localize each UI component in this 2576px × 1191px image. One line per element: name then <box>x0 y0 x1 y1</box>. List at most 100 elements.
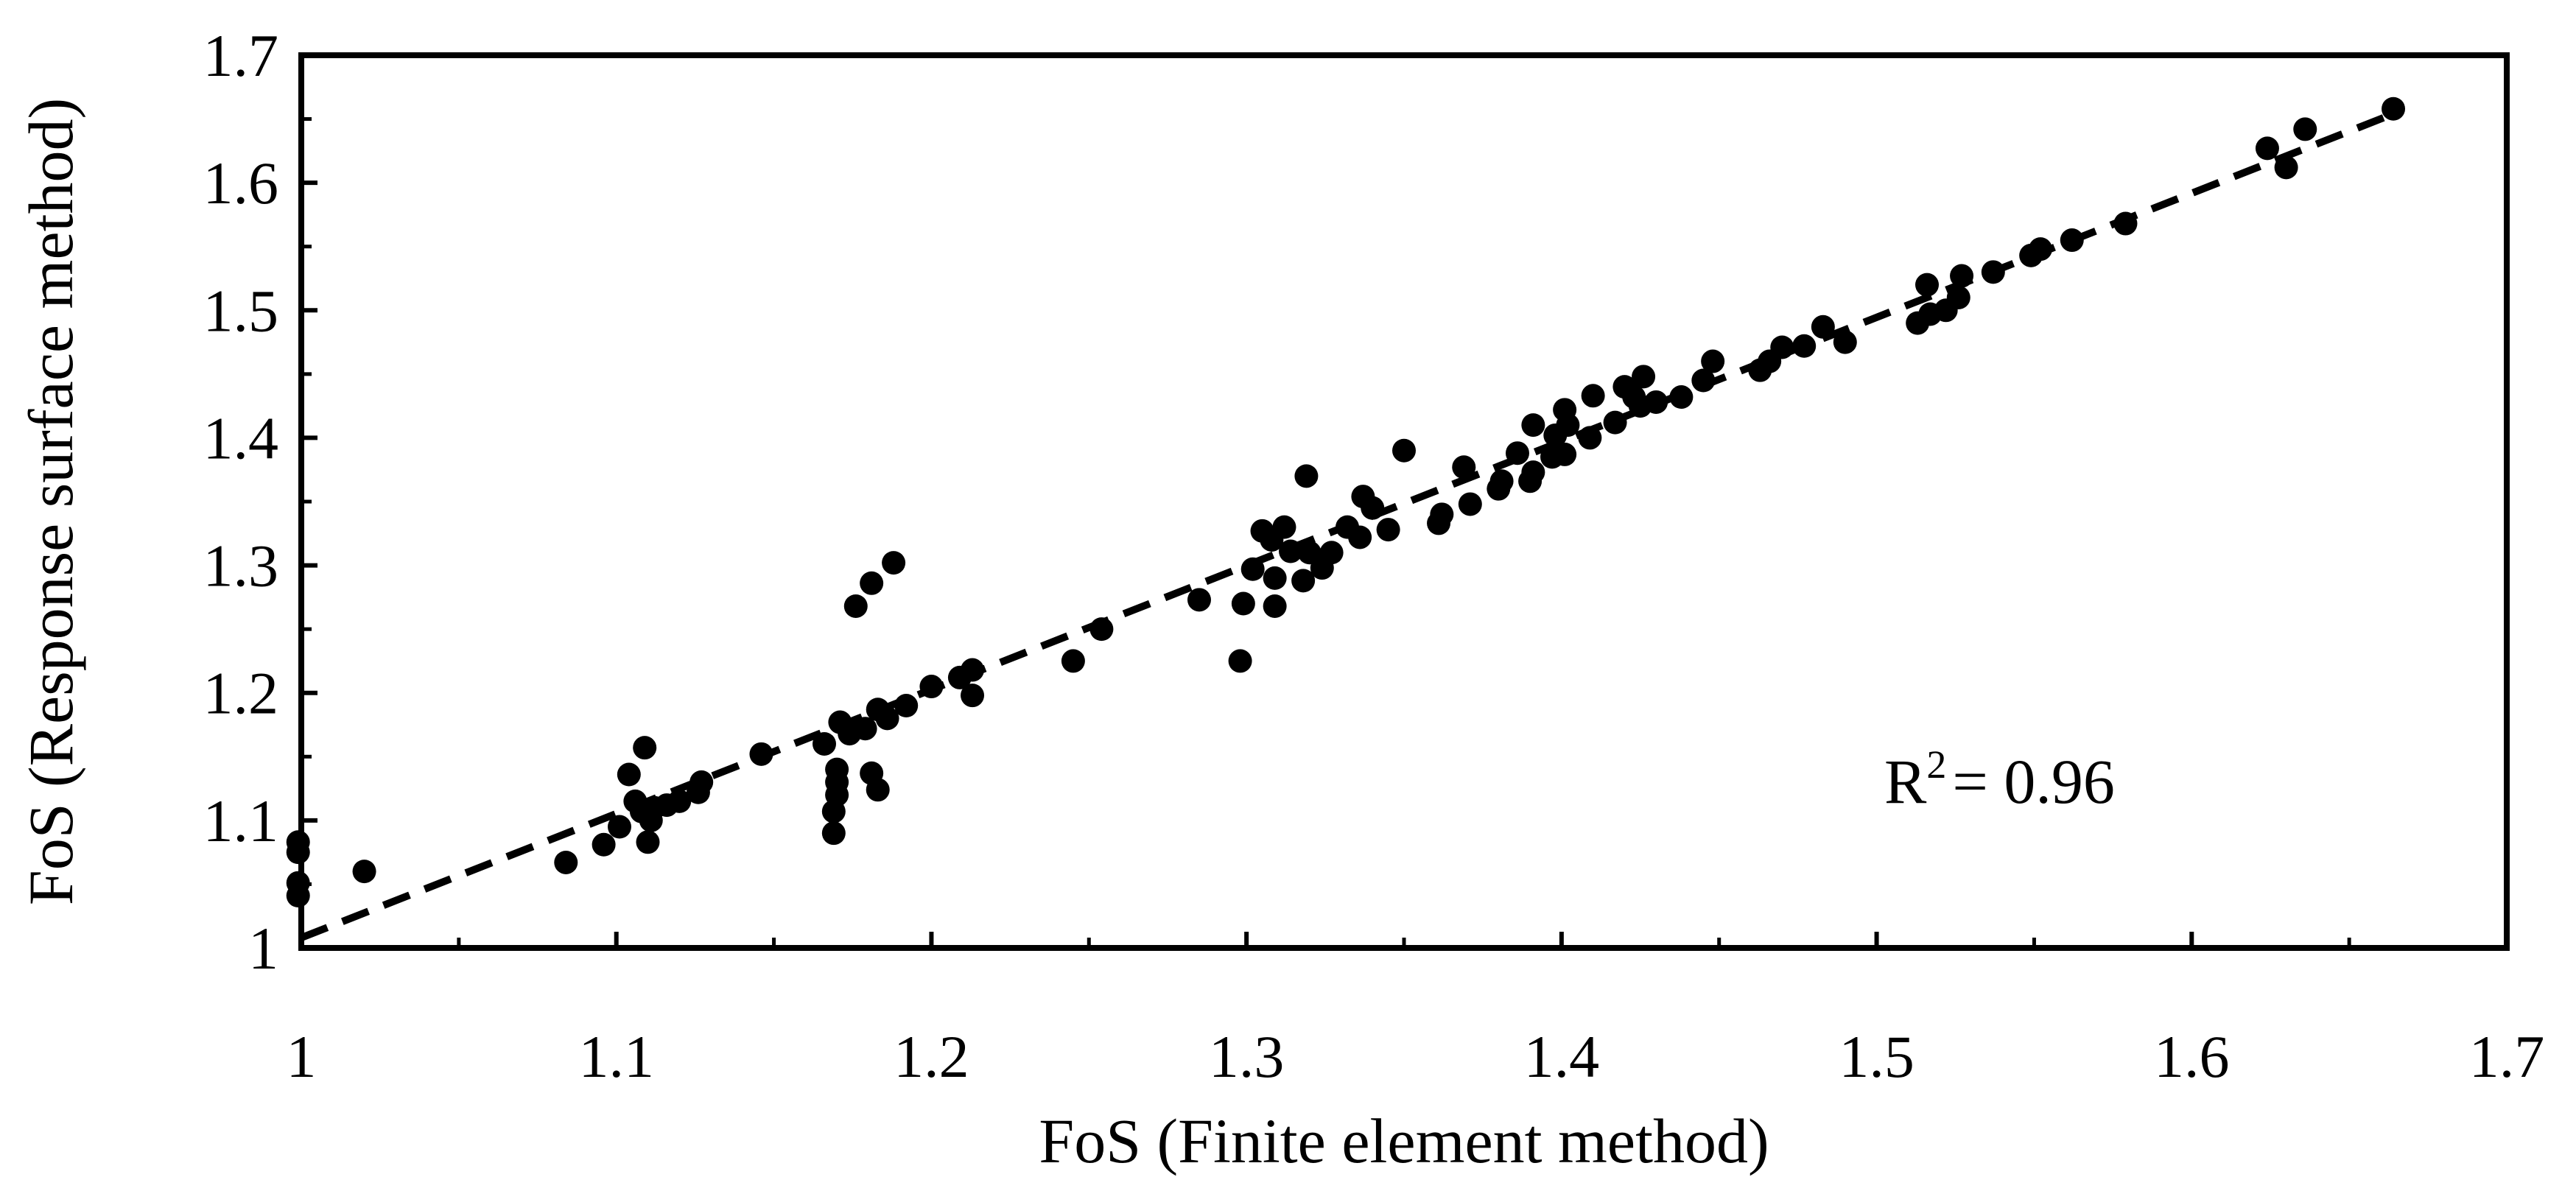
y-tick-label: 1 <box>248 915 278 982</box>
data-point <box>1603 410 1627 435</box>
data-point <box>1701 349 1725 373</box>
x-tick-label: 1.5 <box>1839 1023 1915 1090</box>
points-layer <box>286 96 2406 908</box>
data-point <box>1187 588 1211 612</box>
y-tick-label: 1.6 <box>203 150 279 217</box>
data-point <box>2255 136 2279 161</box>
data-point <box>961 658 985 682</box>
data-point <box>1430 502 1454 527</box>
data-point <box>2274 155 2298 180</box>
data-point <box>617 762 641 787</box>
data-point <box>875 706 899 731</box>
data-point <box>853 717 877 741</box>
data-point <box>821 821 846 846</box>
data-point <box>1452 455 1476 479</box>
y-tick-label: 1.5 <box>203 277 279 344</box>
data-point <box>1272 515 1296 539</box>
data-point <box>1578 426 1602 450</box>
y-tick-label: 1.4 <box>203 404 279 471</box>
data-point <box>1291 569 1316 593</box>
data-point <box>554 850 578 874</box>
data-point <box>1981 260 2005 284</box>
data-point <box>1770 335 1794 359</box>
data-point <box>1489 469 1514 493</box>
r-squared-superscript: 2 <box>1926 742 1946 787</box>
data-point <box>1553 442 1577 466</box>
ticks-layer <box>299 53 2509 950</box>
data-point <box>352 860 376 884</box>
data-point <box>1632 365 1656 389</box>
data-point <box>1376 518 1400 542</box>
data-point <box>749 742 773 766</box>
data-point <box>1691 368 1716 393</box>
data-point <box>1915 273 1940 297</box>
data-point <box>825 757 849 781</box>
data-point <box>1950 264 1974 288</box>
y-tick-label: 1.2 <box>203 660 279 727</box>
data-point <box>961 684 985 708</box>
data-point <box>860 571 884 595</box>
data-point <box>1361 496 1385 520</box>
data-point <box>2028 237 2052 261</box>
y-axis-title: FoS (Response surface method) <box>15 98 86 905</box>
data-point <box>1458 492 1482 516</box>
tick-labels-layer: 1 1.1 1.2 1.3 1.4 1.5 1.6 1.7 1 1.1 1.2 1.3 1.4 1.5 1.… <box>203 22 2545 1090</box>
data-point <box>689 770 714 794</box>
x-tick-label: 1.2 <box>894 1023 969 1090</box>
r-squared-label: R <box>1884 746 1927 817</box>
data-point <box>2113 211 2138 236</box>
x-tick-label: 1.3 <box>1209 1023 1285 1090</box>
x-tick-label: 1.7 <box>2469 1023 2545 1090</box>
data-point <box>1279 539 1303 563</box>
data-point <box>1521 460 1545 485</box>
data-point <box>1581 384 1605 408</box>
data-point <box>1505 441 1529 465</box>
data-point <box>2382 96 2406 121</box>
x-axis-title: FoS (Finite element method) <box>1039 1106 1769 1176</box>
data-point <box>286 840 310 865</box>
data-point <box>1294 464 1319 488</box>
data-point <box>1644 390 1668 414</box>
y-tick-label: 1.3 <box>203 533 279 600</box>
data-point <box>1263 566 1287 590</box>
y-tick-label: 1.7 <box>203 22 279 89</box>
data-point <box>813 731 837 756</box>
data-point <box>1231 591 1255 616</box>
x-tick-label: 1.4 <box>1524 1023 1600 1090</box>
r-squared-annotation: R2= 0.96 <box>1884 742 2115 817</box>
data-point <box>2060 228 2084 253</box>
data-point <box>1263 594 1287 618</box>
x-tick-label: 1.6 <box>2154 1023 2230 1090</box>
data-point <box>1833 330 1857 354</box>
data-point <box>1521 413 1545 438</box>
y-tick-label: 1.1 <box>203 787 279 854</box>
x-tick-label: 1 <box>287 1023 317 1090</box>
data-point <box>607 815 631 839</box>
data-point <box>1392 438 1416 463</box>
data-point <box>1348 525 1372 549</box>
data-point <box>633 736 657 760</box>
data-point <box>1061 649 1085 673</box>
data-point <box>919 675 944 699</box>
data-point <box>592 832 616 857</box>
data-point <box>1240 557 1265 581</box>
data-point <box>286 884 310 908</box>
data-point <box>1228 649 1252 673</box>
data-point <box>882 551 906 575</box>
data-point <box>1792 334 1817 358</box>
x-tick-label: 1.1 <box>578 1023 654 1090</box>
data-point <box>2293 117 2317 141</box>
data-point <box>866 778 890 802</box>
data-point <box>1319 541 1344 565</box>
r-squared-value: = 0.96 <box>1952 746 2115 817</box>
data-point <box>1946 285 1970 309</box>
data-point <box>636 830 660 854</box>
data-point <box>843 594 868 618</box>
data-point <box>1089 617 1114 642</box>
data-point <box>1811 315 1835 339</box>
data-point <box>1556 413 1580 438</box>
data-point <box>894 694 919 718</box>
data-point <box>667 789 692 813</box>
